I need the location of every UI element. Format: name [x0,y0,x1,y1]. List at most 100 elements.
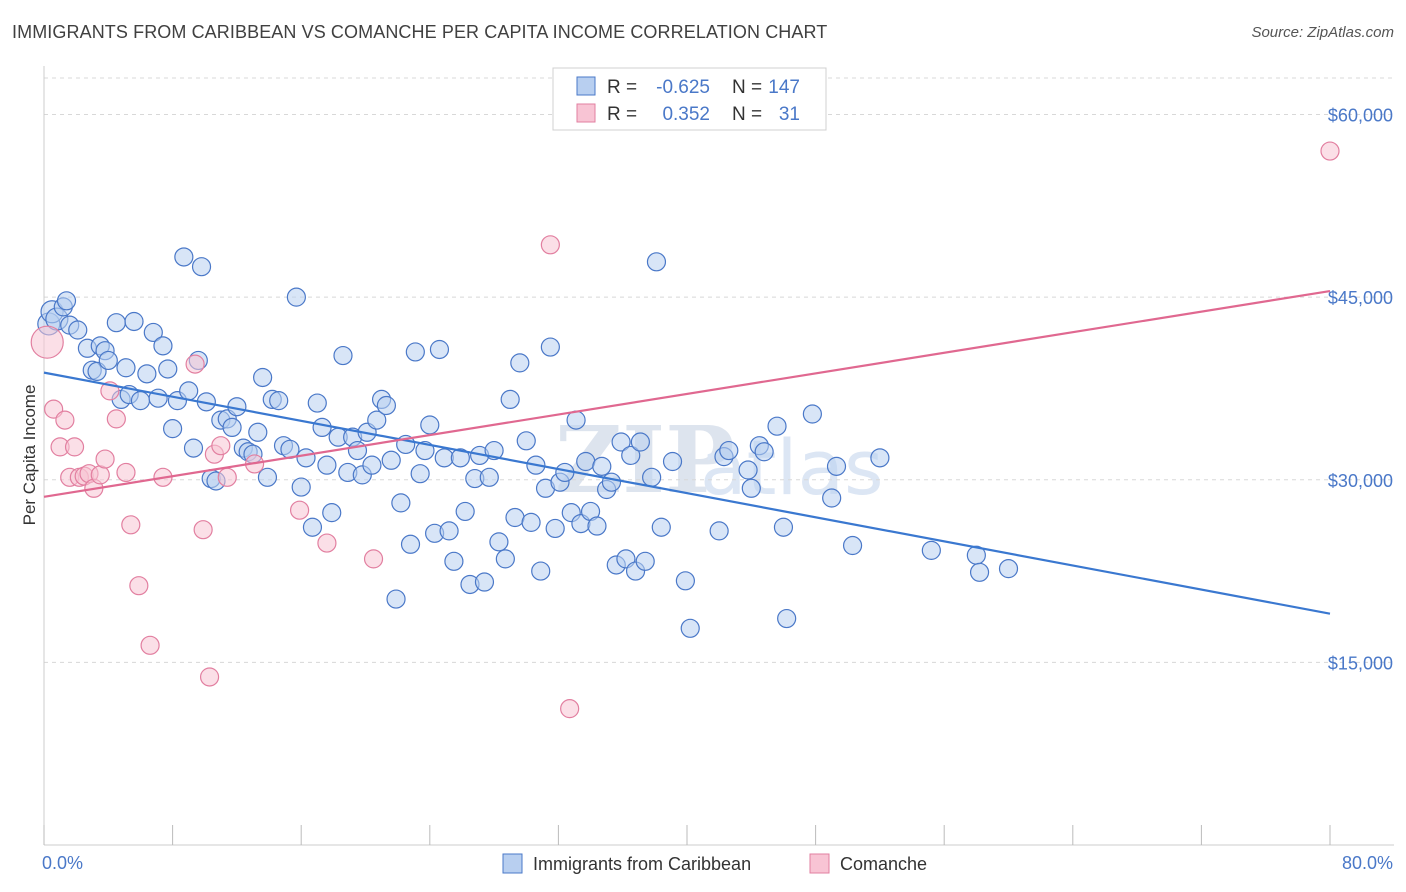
caribbean-point [158,359,178,379]
bottom-legend-caribbean: Immigrants from Caribbean [533,854,751,874]
legend-r-label-1: R = [607,77,637,98]
caribbean-point [322,503,342,523]
trend-lines [43,289,1331,615]
caribbean-point [540,337,560,357]
comanche-point [193,520,213,540]
legend-pink-swatch [576,103,596,123]
bottom-legend-blue-swatch [502,853,523,874]
comanche-point [90,465,110,485]
caribbean-point [822,488,842,508]
caribbean-point [434,448,454,468]
caribbean-trend-line [43,371,1331,615]
legend-r-value-2: 0.352 [662,104,710,125]
caribbean-point [611,432,631,452]
caribbean-point [137,364,157,384]
caribbean-point [439,521,459,541]
comanche-point [217,467,237,487]
caribbean-point [921,540,941,560]
legend-blue-swatch [576,76,596,96]
comanche-point [116,462,136,483]
caribbean-point [347,440,368,461]
caribbean-point [741,478,761,498]
caribbean-point [124,311,144,332]
caribbean-point [130,391,151,411]
caribbean-point [333,345,353,366]
caribbean-point [601,472,622,492]
caribbean-point [719,440,739,461]
comanche-point [55,410,75,430]
comanche-point [106,409,126,429]
caribbean-point [367,410,387,430]
caribbean-point [317,455,337,475]
caribbean-point [516,431,536,451]
caribbean-point [646,252,667,272]
comanche-point [121,515,141,535]
caribbean-point [479,467,499,487]
axes [43,66,1394,846]
caribbean-point [545,518,565,539]
comanche-point [1320,141,1340,161]
grid-lines [44,77,1394,663]
comanche-point [317,533,337,553]
caribbean-point [842,535,863,556]
caribbean-point [410,464,430,484]
caribbean-point [505,507,525,528]
caribbean-point [183,438,204,458]
series-caribbean-points [37,247,1019,638]
caribbean-point [420,415,440,435]
comanche-trend-line [43,289,1331,498]
caribbean-point [998,559,1019,579]
caribbean-point [302,517,323,537]
caribbean-point [106,313,126,333]
comanche-point [95,449,115,469]
caribbean-point [777,608,797,629]
caribbean-point [56,291,77,311]
y-tick-label-60000: $60,000 [1328,106,1393,126]
comanche-point [211,436,231,456]
y-axis-label: Per Capita Income [20,385,39,526]
y-tick-labels: $15,000 $30,000 $45,000 $60,000 [1328,106,1393,674]
caribbean-point [754,442,774,462]
legend-n-label-2: N = [732,104,762,125]
comanche-point [64,437,85,457]
y-tick-label-15000: $15,000 [1328,653,1393,673]
caribbean-point [709,521,729,541]
caribbean-point [98,350,118,371]
caribbean-point [531,561,551,581]
caribbean-point [222,417,242,438]
caribbean-point [576,451,596,472]
top-legend: R = -0.625 N = 147 R = 0.352 N = 31 [552,67,827,131]
caribbean-point [312,417,332,438]
comanche-point [560,699,580,719]
caribbean-point [455,501,475,522]
caribbean-point [630,432,650,452]
comanche-point [30,325,64,359]
legend-n-value-2: 31 [779,104,800,125]
caribbean-point [651,517,671,537]
caribbean-point [143,322,163,343]
chart-source: Source: ZipAtlas.com [1251,24,1394,41]
bottom-legend: Immigrants from Caribbean Comanche [502,853,927,874]
caribbean-point [291,477,311,497]
caribbean-point [680,618,700,638]
legend-r-label-2: R = [607,104,637,125]
caribbean-point [802,404,822,424]
caribbean-point [969,562,990,582]
caribbean-point [253,367,273,388]
caribbean-point [307,393,327,413]
caribbean-point [248,422,268,442]
legend-n-label-1: N = [732,77,762,98]
caribbean-point [386,589,406,609]
caribbean-point [116,358,136,378]
legend-n-value-1: 147 [768,77,800,98]
caribbean-point [510,353,530,373]
chart-title: IMMIGRANTS FROM CARIBBEAN VS COMANCHE PE… [12,22,828,42]
x-tick-label-0: 0.0% [42,853,83,873]
caribbean-point [405,342,425,362]
caribbean-point [675,571,695,591]
caribbean-point [587,516,607,536]
comanche-point [363,549,384,569]
comanche-point [129,576,149,596]
caribbean-point [286,287,306,307]
